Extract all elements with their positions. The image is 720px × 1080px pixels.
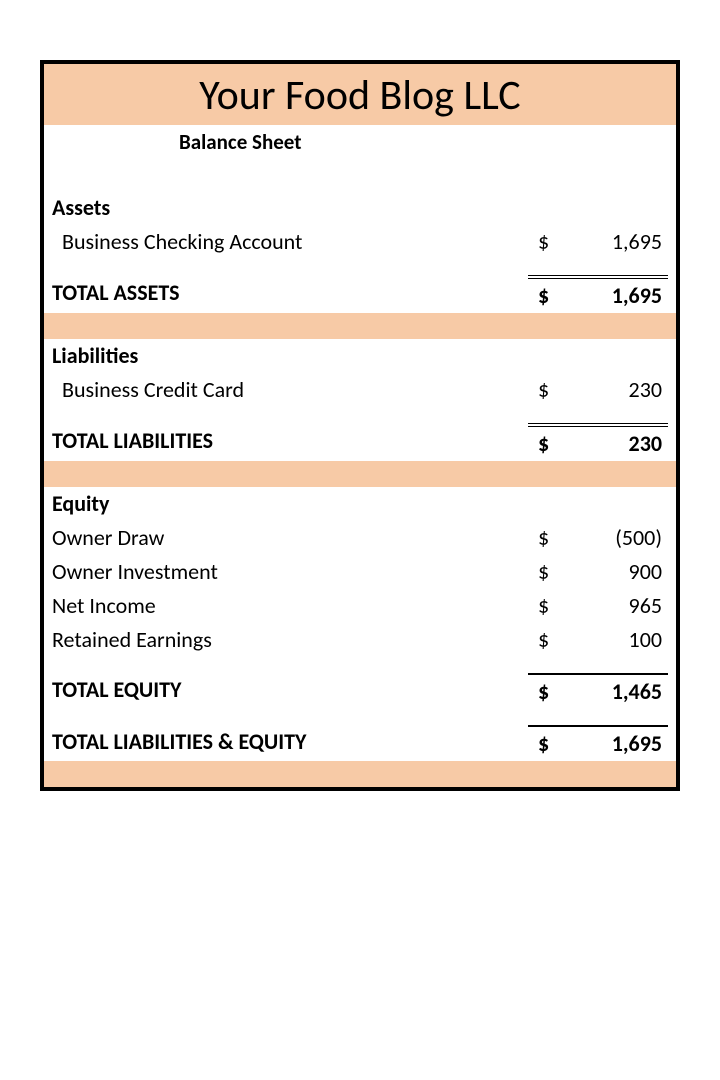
currency-symbol: $	[538, 555, 568, 589]
assets-heading: Assets	[44, 191, 676, 225]
asset-item-value: 1,695	[568, 225, 668, 259]
equity-heading: Equity	[44, 487, 676, 521]
currency-symbol: $	[538, 727, 568, 761]
asset-item: Business Checking Account $ 1,695	[44, 225, 676, 259]
currency-symbol: $	[538, 675, 568, 709]
liabilities-heading: Liabilities	[44, 339, 676, 373]
liability-item: Business Credit Card $ 230	[44, 373, 676, 407]
equity-item: Owner Investment $ 900	[44, 555, 676, 589]
total-assets-row: TOTAL ASSETS $ 1,695	[44, 273, 676, 313]
equity-item: Owner Draw $ (500)	[44, 521, 676, 555]
equity-item-label: Owner Draw	[52, 521, 528, 555]
equity-item: Net Income $ 965	[44, 589, 676, 623]
currency-symbol: $	[538, 589, 568, 623]
equity-item-value: 900	[568, 555, 668, 589]
total-equity-row: TOTAL EQUITY $ 1,465	[44, 671, 676, 709]
total-liabilities-equity-value: 1,695	[568, 727, 668, 761]
total-liabilities-equity-row: TOTAL LIABILITIES & EQUITY $ 1,695	[44, 723, 676, 761]
currency-symbol: $	[538, 623, 568, 657]
total-assets-value: 1,695	[568, 279, 668, 313]
section-divider	[44, 313, 676, 339]
equity-item-value: (500)	[568, 521, 668, 555]
currency-symbol: $	[538, 279, 568, 313]
equity-item-label: Net Income	[52, 589, 528, 623]
equity-item-value: 100	[568, 623, 668, 657]
section-divider	[44, 461, 676, 487]
report-subtitle: Balance Sheet	[44, 125, 676, 163]
liability-item-label: Business Credit Card	[52, 373, 528, 407]
total-liabilities-row: TOTAL LIABILITIES $ 230	[44, 421, 676, 461]
section-divider	[44, 761, 676, 787]
equity-item: Retained Earnings $ 100	[44, 623, 676, 657]
liability-item-value: 230	[568, 373, 668, 407]
currency-symbol: $	[538, 427, 568, 461]
currency-symbol: $	[538, 225, 568, 259]
balance-sheet: Your Food Blog LLC Balance Sheet Assets …	[40, 60, 680, 791]
equity-item-value: 965	[568, 589, 668, 623]
asset-item-label: Business Checking Account	[52, 225, 528, 259]
total-liabilities-value: 230	[568, 427, 668, 461]
equity-item-label: Owner Investment	[52, 555, 528, 589]
currency-symbol: $	[538, 373, 568, 407]
equity-item-label: Retained Earnings	[52, 623, 528, 657]
company-title: Your Food Blog LLC	[44, 64, 676, 125]
total-equity-value: 1,465	[568, 675, 668, 709]
currency-symbol: $	[538, 521, 568, 555]
